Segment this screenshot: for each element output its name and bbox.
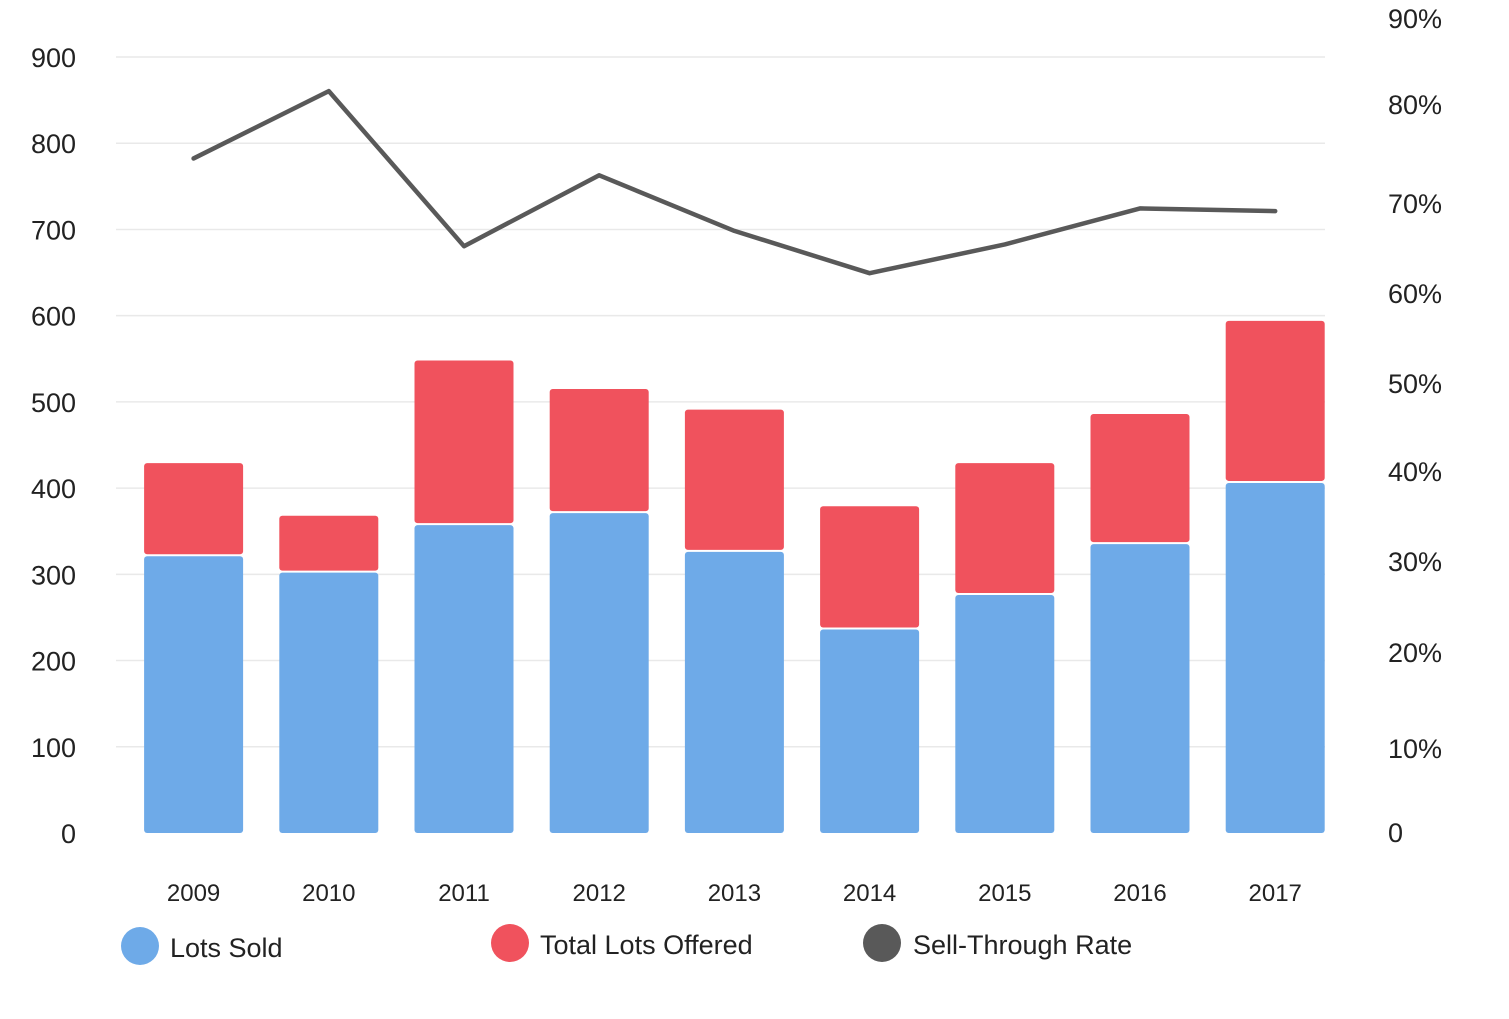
right-tick-label: 70% (1388, 189, 1442, 219)
right-tick-label: 20% (1388, 638, 1442, 668)
bar-lots-sold (684, 551, 784, 833)
left-tick-label: 800 (31, 129, 76, 159)
x-tick-label: 2011 (438, 880, 490, 907)
legend-swatch (491, 924, 529, 962)
bar-total-lots-offered (144, 463, 244, 555)
bar-lots-sold (1090, 544, 1190, 833)
legend-label: Total Lots Offered (540, 930, 753, 960)
legend-swatch (121, 927, 159, 965)
left-tick-label: 100 (31, 733, 76, 763)
bar-lots-sold (549, 513, 649, 833)
bar-lots-sold (279, 572, 379, 833)
bar-lots-sold (1225, 482, 1325, 833)
bar-total-lots-offered (1090, 413, 1190, 543)
left-tick-label: 200 (31, 647, 76, 677)
left-tick-label: 500 (31, 388, 76, 418)
legend-label: Lots Sold (170, 933, 283, 963)
right-tick-label: 10% (1388, 734, 1442, 764)
left-axis-ticks: 0 100 200 300 400 500 600 700 800 900 (31, 43, 76, 849)
bar-total-lots-offered (549, 388, 649, 512)
right-tick-label: 0 (1388, 818, 1403, 848)
legend-swatch (863, 924, 901, 962)
x-tick-label: 2010 (302, 880, 355, 907)
left-tick-label: 700 (31, 215, 76, 245)
x-tick-label: 2014 (843, 880, 896, 907)
bar-total-lots-offered (684, 409, 784, 550)
x-axis-ticks: 2009 2010 2011 2012 2013 2014 2015 2016 2017 (167, 880, 1302, 907)
bar-lots-sold (955, 595, 1055, 833)
right-tick-label: 60% (1388, 279, 1442, 309)
right-tick-label: 80% (1388, 90, 1442, 120)
bar-lots-sold (414, 525, 514, 833)
x-tick-label: 2009 (167, 880, 220, 907)
bar-lots-sold (820, 629, 920, 833)
bar-total-lots-offered (414, 360, 514, 524)
right-tick-label: 90% (1388, 4, 1442, 34)
bar-total-lots-offered (1225, 320, 1325, 481)
bar-total-lots-offered (279, 515, 379, 571)
right-tick-label: 40% (1388, 457, 1442, 487)
legend: Lots Sold Total Lots Offered Sell-Through … (121, 924, 1132, 965)
left-tick-label: 900 (31, 43, 76, 73)
right-axis-ticks: 0 10% 20% 30% 40% 50% 60% 70% 80% 90% (1388, 4, 1442, 848)
series-line (191, 88, 1278, 276)
x-tick-label: 2015 (978, 880, 1031, 907)
left-tick-label: 300 (31, 560, 76, 590)
x-tick-label: 2017 (1249, 880, 1302, 907)
x-tick-label: 2013 (708, 880, 761, 907)
right-tick-label: 50% (1388, 369, 1442, 399)
left-tick-label: 0 (61, 819, 76, 849)
x-tick-label: 2012 (573, 880, 626, 907)
bar-lots-sold (144, 556, 244, 833)
bar-total-lots-offered (955, 463, 1055, 594)
bar-total-lots-offered (820, 506, 920, 628)
left-tick-label: 600 (31, 302, 76, 332)
bars (144, 320, 1325, 833)
right-tick-label: 30% (1388, 547, 1442, 577)
x-tick-label: 2016 (1113, 880, 1166, 907)
sell-through-line (191, 88, 1278, 276)
legend-label: Sell-Through Rate (913, 930, 1132, 960)
left-tick-label: 400 (31, 474, 76, 504)
